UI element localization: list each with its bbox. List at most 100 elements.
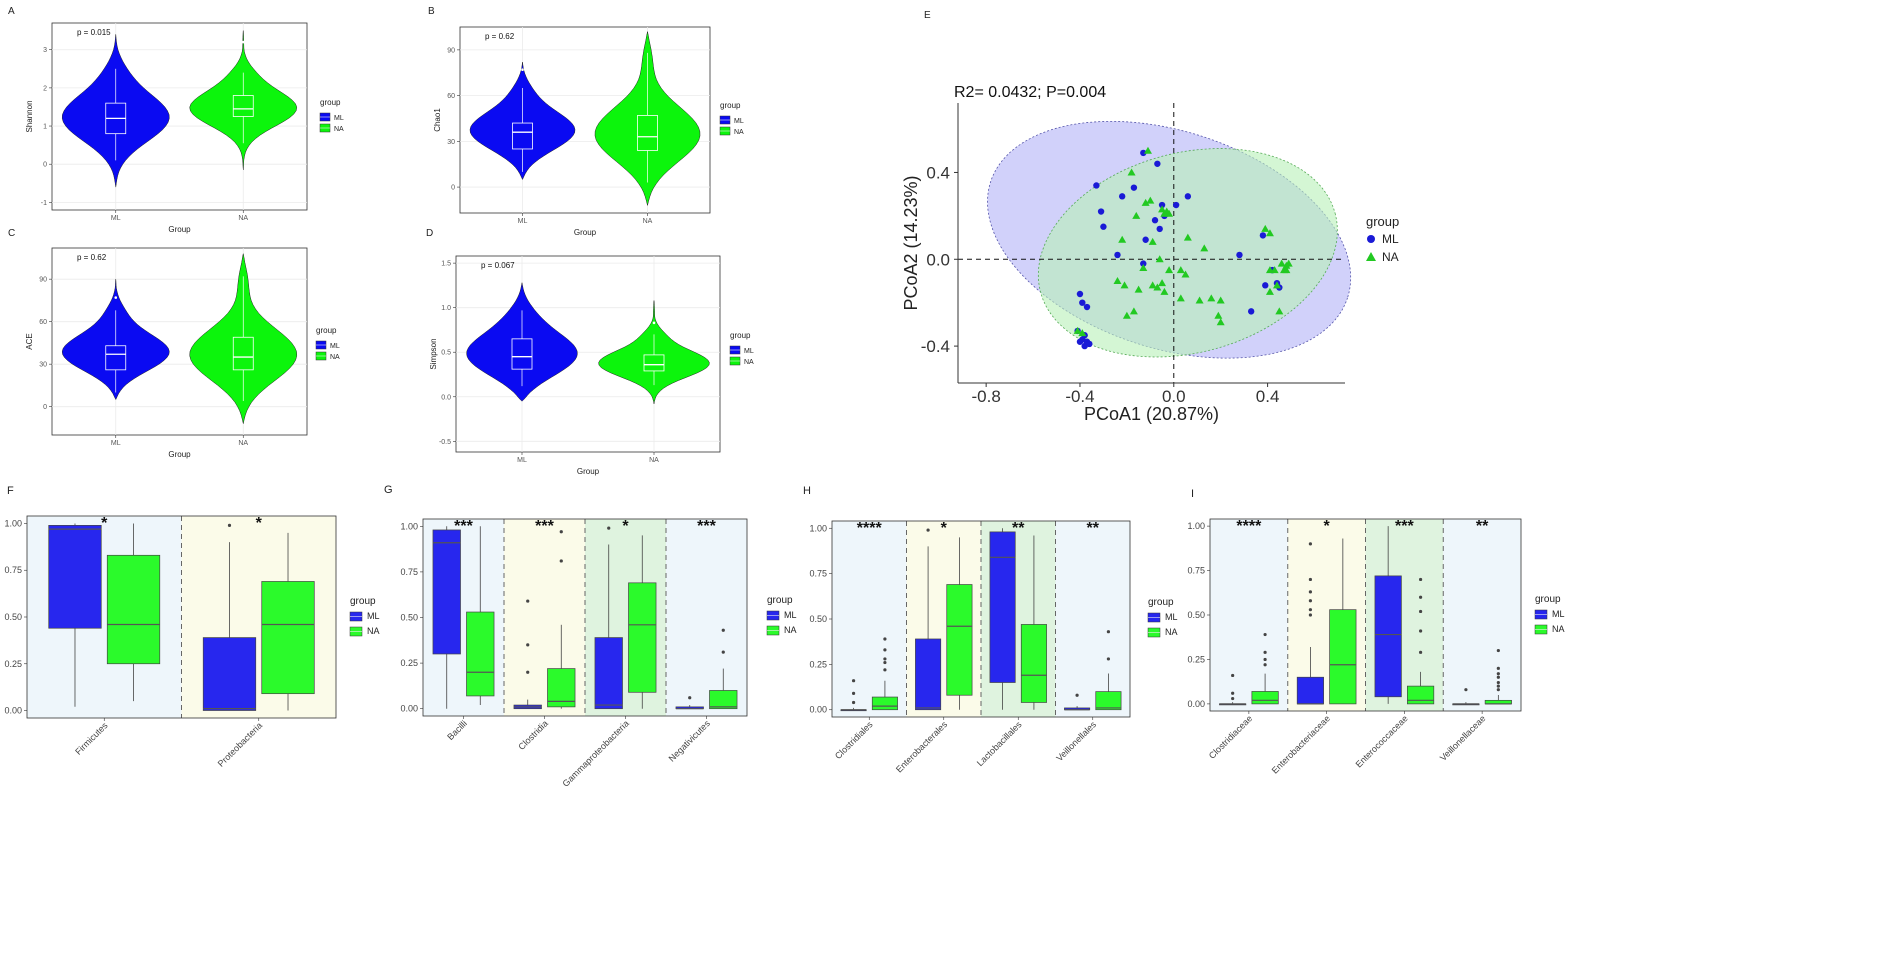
outlier-point	[1075, 693, 1079, 697]
outlier-point	[1308, 542, 1313, 546]
x-tick-label: Enterobacterales	[894, 719, 950, 775]
y-tick-label: 1.00	[4, 518, 22, 528]
box	[512, 122, 533, 150]
point-ml	[1076, 290, 1084, 298]
category-shading	[1055, 521, 1130, 717]
x-tick-label: Negativicutes	[667, 718, 713, 764]
point-ml	[1140, 260, 1147, 267]
panel-B: B 0 30 60 90 ML NA p = 0.62 Group Chao1	[428, 6, 711, 237]
legend-title: group	[1366, 214, 1399, 229]
y-tick-label: 0.4	[926, 163, 950, 182]
y-tick-label: 1	[43, 124, 47, 131]
panel-label: A	[8, 6, 15, 17]
legend-title: group	[316, 326, 337, 335]
significance-stars: **	[1087, 520, 1100, 537]
box	[511, 338, 533, 370]
significance-stars: *	[1324, 518, 1331, 535]
p-value-annotation: p = 0.62	[485, 32, 515, 41]
x-tick-label: Clostridiales	[833, 719, 875, 761]
x-tick-label: ML	[111, 440, 121, 447]
significance-stars: ***	[1395, 518, 1414, 535]
x-tick-label: NA	[643, 218, 653, 225]
point-ml	[1130, 184, 1138, 191]
p-value-annotation: p = 0.62	[77, 253, 107, 262]
outlier-point	[559, 559, 563, 563]
legend-H: group ML NA	[1147, 597, 1178, 638]
x-tick-label: Bacilli	[445, 718, 469, 742]
x-tick-label: NA	[238, 215, 248, 222]
y-tick-label: 0.50	[809, 614, 827, 624]
legend-label-na: NA	[334, 126, 344, 133]
significance-stars: ****	[857, 520, 883, 537]
legend-label-na: NA	[744, 359, 754, 366]
point-na	[1195, 296, 1204, 304]
point-na	[1165, 266, 1174, 274]
legend-C: group ML NA	[315, 326, 340, 361]
significance-stars: *	[622, 518, 629, 535]
box-ml	[594, 637, 623, 710]
y-tick-label: 0	[43, 404, 47, 411]
y-tick-label: 30	[447, 139, 455, 146]
significance-stars: *	[101, 515, 108, 532]
panel-label: I	[1191, 488, 1194, 500]
outlier-point	[1418, 577, 1423, 582]
point-ml	[1100, 223, 1107, 230]
box-na	[1407, 685, 1435, 705]
box-ml	[915, 638, 942, 711]
point-ml	[1247, 308, 1255, 315]
panel-E: E -0.8 -0.4 0.0 0.4 -0.4 0.0 0.4 R2= 0.0432; P=0…	[901, 10, 1352, 424]
box-na	[1251, 691, 1279, 705]
outlier-point	[559, 530, 563, 534]
point-na	[1261, 224, 1270, 232]
legend-title: group	[1148, 597, 1174, 608]
point-na	[1216, 296, 1225, 304]
point-na	[1176, 294, 1185, 302]
outlier-point	[1496, 684, 1500, 688]
box-na	[628, 582, 657, 693]
legend-title: group	[350, 596, 376, 607]
outlier-point	[1106, 630, 1111, 634]
y-axis-label: Chao1	[433, 108, 442, 132]
box-na	[946, 584, 973, 696]
x-tick-label: Clostridiaceae	[1207, 713, 1254, 760]
point-ml	[1079, 299, 1086, 306]
outlier-point	[1231, 673, 1235, 678]
outlier-point	[851, 679, 856, 683]
box-na	[709, 690, 738, 710]
point-ml	[1097, 208, 1105, 215]
point-na	[1158, 279, 1167, 287]
significance-stars: *	[941, 520, 948, 537]
y-tick-label: -1	[41, 200, 47, 207]
y-tick-label: 1.00	[1187, 521, 1205, 531]
x-tick-label: Enterobacteriaceae	[1270, 713, 1332, 775]
point-na	[1176, 266, 1185, 274]
outlier-point	[521, 68, 524, 71]
point-na	[1275, 307, 1284, 315]
legend-label-ml: ML	[734, 118, 744, 125]
point-na	[1143, 146, 1152, 154]
point-na	[1120, 281, 1129, 289]
panel-C: C 0 30 60 90 ML NA p = 0.62 Group ACE	[8, 228, 308, 459]
point-ml	[1172, 201, 1180, 209]
box-ml	[48, 525, 102, 629]
legend-label-na: NA	[1382, 250, 1399, 264]
outlier-point	[926, 528, 930, 532]
point-na	[1113, 276, 1122, 284]
point-na	[1122, 311, 1131, 319]
panel-label: H	[803, 485, 811, 497]
outlier-point	[227, 523, 232, 527]
y-tick-label: 0.5	[441, 350, 451, 357]
outlier-point	[851, 700, 856, 705]
outlier-point	[1418, 595, 1423, 599]
violin-ml	[61, 34, 170, 188]
outlier-point	[1496, 672, 1500, 676]
legend-G: group ML NA	[766, 595, 797, 636]
violin-ml	[466, 282, 578, 402]
legend-label-ml: ML	[330, 343, 340, 350]
significance-stars: *	[256, 515, 263, 532]
legend-title: group	[730, 331, 751, 340]
point-na	[1129, 307, 1138, 315]
x-tick-label: ML	[518, 218, 528, 225]
legend-title: group	[767, 595, 793, 606]
box-ml	[989, 531, 1016, 683]
